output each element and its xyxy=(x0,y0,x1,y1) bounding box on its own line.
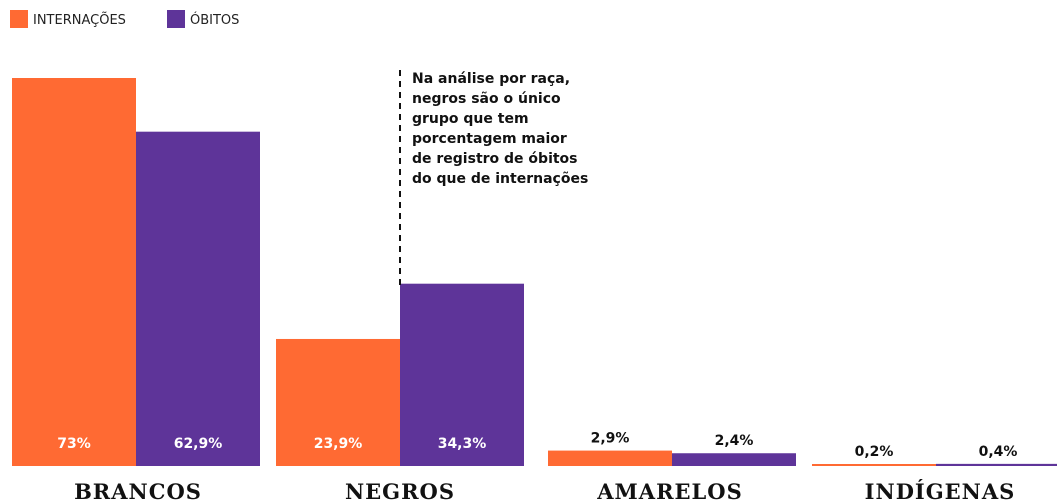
value-label-internacoes-negros: 23,9% xyxy=(314,436,363,452)
value-label-internacoes-amarelos: 2,9% xyxy=(591,431,630,447)
legend-swatch-obitos xyxy=(167,10,185,28)
value-label-obitos-brancos: 62,9% xyxy=(174,436,223,452)
value-label-obitos-amarelos: 2,4% xyxy=(715,433,754,449)
category-label-brancos: BRANCOS xyxy=(74,479,202,504)
legend-label-obitos: ÓBITOS xyxy=(190,12,239,28)
annotation: Na análise por raça, negros são o único … xyxy=(399,70,588,288)
annotation-line-1: Na análise por raça, xyxy=(412,71,570,87)
annotation-line-5: de registro de óbitos xyxy=(412,151,578,167)
legend-label-internacoes: INTERNAÇÕES xyxy=(33,12,126,28)
annotation-line-3: grupo que tem xyxy=(412,111,529,127)
value-label-internacoes-brancos: 73% xyxy=(57,436,91,452)
category-label-negros: NEGROS xyxy=(345,479,455,504)
bar-obitos-amarelos xyxy=(672,453,796,466)
bar-internacoes-brancos xyxy=(12,78,136,466)
bar-internacoes-amarelos xyxy=(548,450,672,466)
bar-internacoes-indigenas xyxy=(812,464,936,466)
annotation-line-6: do que de internações xyxy=(412,171,588,187)
annotation-line-4: porcentagem maior xyxy=(412,131,567,147)
legend-swatch-internacoes xyxy=(10,10,28,28)
category-labels: BRANCOS NEGROS AMARELOS INDÍGENAS xyxy=(74,479,1016,504)
category-label-indigenas: INDÍGENAS xyxy=(865,479,1016,504)
bar-obitos-negros xyxy=(400,283,524,466)
annotation-line-2: negros são o único xyxy=(412,91,561,107)
bar-obitos-indigenas xyxy=(936,463,1057,466)
bar-internacoes-negros xyxy=(276,338,400,466)
value-label-internacoes-indigenas: 0,2% xyxy=(855,444,894,460)
value-labels: 73% 62,9% 23,9% 34,3% 2,9% 2,4% 0,2% 0,4% xyxy=(57,431,1017,460)
legend: INTERNAÇÕES ÓBITOS xyxy=(10,10,239,28)
bar-obitos-brancos xyxy=(136,131,260,466)
value-label-obitos-indigenas: 0,4% xyxy=(979,444,1018,460)
bars xyxy=(12,78,1057,466)
value-label-obitos-negros: 34,3% xyxy=(438,436,487,452)
category-label-amarelos: AMARELOS xyxy=(596,479,743,504)
